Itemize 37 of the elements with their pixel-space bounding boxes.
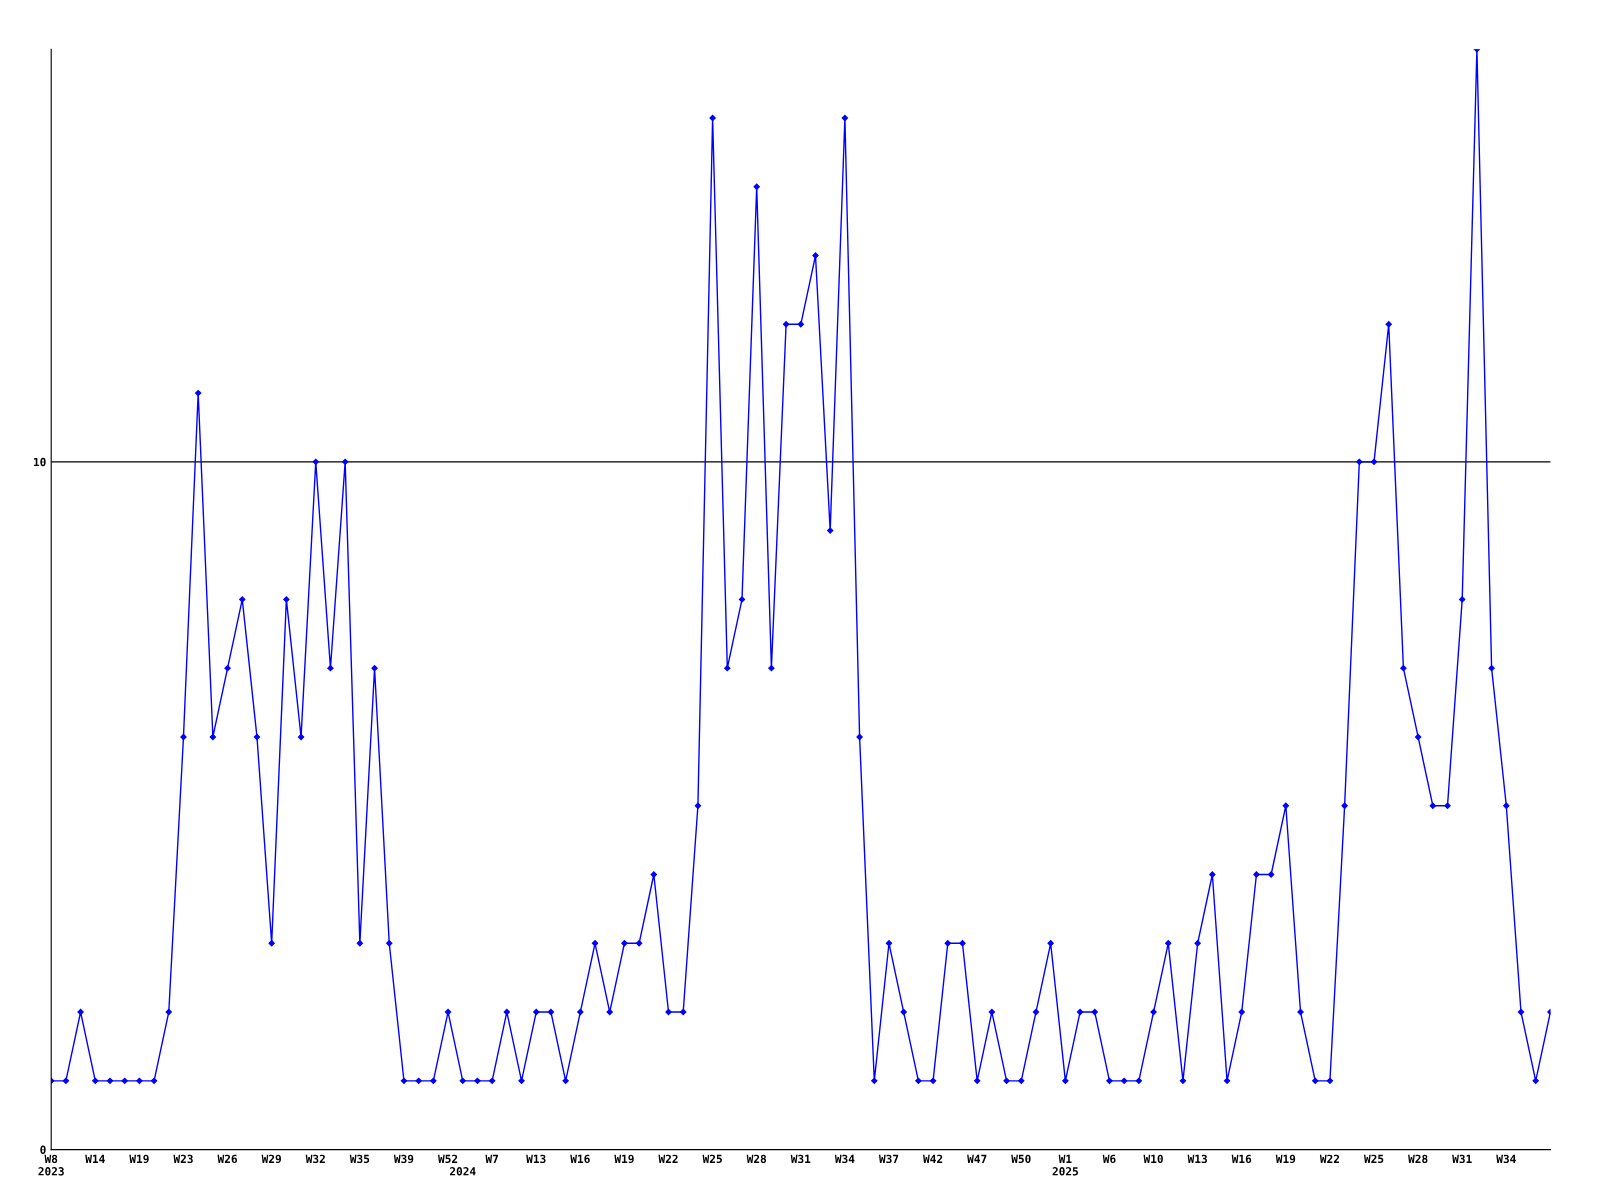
x-tick-label: W34 <box>834 1154 855 1164</box>
x-tick-label: W19 <box>129 1154 149 1164</box>
x-tick-label: W28 <box>746 1154 767 1164</box>
x-tick-label: W25 <box>702 1154 722 1164</box>
x-tick-label: W52 <box>438 1154 458 1164</box>
x-tick-label: W7 <box>485 1154 498 1163</box>
x-tick-label: W25 <box>1363 1154 1384 1164</box>
x-tick-label: W34 <box>1496 1154 1516 1164</box>
x-tick-label: W23 <box>173 1154 193 1164</box>
x-tick-label: W28 <box>1408 1154 1428 1164</box>
x-tick-label: W37 <box>878 1154 899 1164</box>
x-tick-label: W16 <box>570 1154 590 1164</box>
x-tick-label: W13 <box>526 1154 546 1164</box>
x-tick-label: W6 <box>1102 1154 1116 1164</box>
x-tick-label: W32 <box>305 1154 325 1164</box>
x-tick-label: W22 <box>658 1154 678 1163</box>
x-tick-label: W35 <box>349 1154 370 1164</box>
x-tick-label: W8 2023 <box>38 1154 64 1176</box>
x-tick-label: W50 <box>1011 1154 1031 1164</box>
x-tick-label: W14 <box>85 1154 105 1163</box>
x-tick-label: W26 <box>217 1154 238 1164</box>
y-tick-label: 10 <box>33 457 46 467</box>
x-tick-label: W29 <box>261 1154 281 1164</box>
y-tick-label: 0 <box>40 1145 46 1154</box>
x-tick-label: W39 <box>393 1154 414 1164</box>
x-tick-label: W22 <box>1319 1154 1340 1163</box>
x-tick-label: W10 <box>1143 1154 1163 1164</box>
x-tick-label: 2024 <box>449 1167 476 1176</box>
x-tick-label: W31 <box>790 1154 811 1164</box>
x-tick-label: W19 <box>1275 1154 1296 1164</box>
x-tick-label: W31 <box>1452 1154 1472 1164</box>
x-tick-label: W1 2025 <box>1052 1154 1078 1176</box>
x-tick-label: W47 <box>967 1154 987 1163</box>
x-tick-label: W19 <box>614 1154 634 1164</box>
x-tick-label: W42 <box>923 1154 943 1163</box>
x-tick-label: W13 <box>1187 1154 1207 1164</box>
x-tick-label: W16 <box>1231 1154 1252 1164</box>
